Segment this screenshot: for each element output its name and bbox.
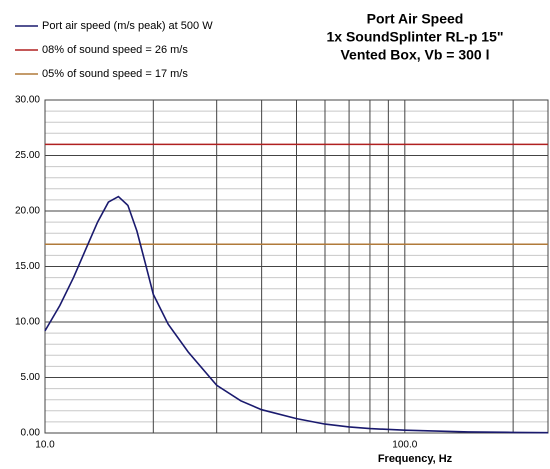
legend-label: Port air speed (m/s peak) at 500 W (42, 20, 213, 32)
y-tick-label: 15.00 (15, 261, 40, 272)
chart-title: Vented Box, Vb = 300 l (340, 47, 489, 63)
y-tick-label: 25.00 (15, 150, 40, 161)
x-axis-label: Frequency, Hz (378, 453, 453, 465)
chart-title: Port Air Speed (367, 11, 464, 27)
data-line (44, 195, 549, 434)
legend-label: 08% of sound speed = 26 m/s (42, 44, 188, 56)
plot-frame (44, 99, 549, 434)
x-tick-label: 10.0 (35, 440, 55, 451)
y-tick-label: 30.00 (15, 95, 40, 106)
y-tick-label: 10.00 (15, 317, 40, 328)
chart-title: 1x SoundSplinter RL-p 15" (327, 29, 504, 45)
y-tick-label: 20.00 (15, 206, 40, 217)
x-tick-label: 100.0 (392, 440, 417, 451)
y-tick-label: 0.00 (21, 428, 41, 439)
y-tick-label: 5.00 (21, 372, 41, 383)
legend-label: 05% of sound speed = 17 m/s (42, 68, 188, 80)
